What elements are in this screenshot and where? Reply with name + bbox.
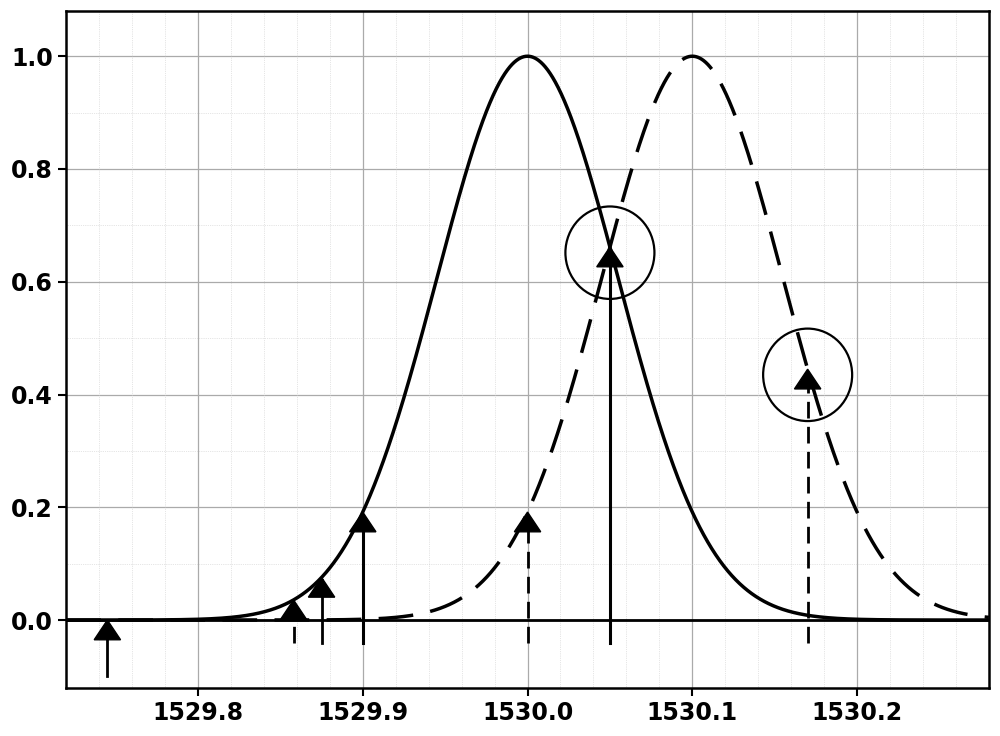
Polygon shape: [94, 620, 121, 640]
Polygon shape: [794, 369, 821, 389]
Polygon shape: [514, 512, 541, 532]
Polygon shape: [280, 600, 307, 620]
Polygon shape: [308, 578, 335, 597]
Polygon shape: [350, 512, 376, 532]
Polygon shape: [597, 247, 623, 266]
